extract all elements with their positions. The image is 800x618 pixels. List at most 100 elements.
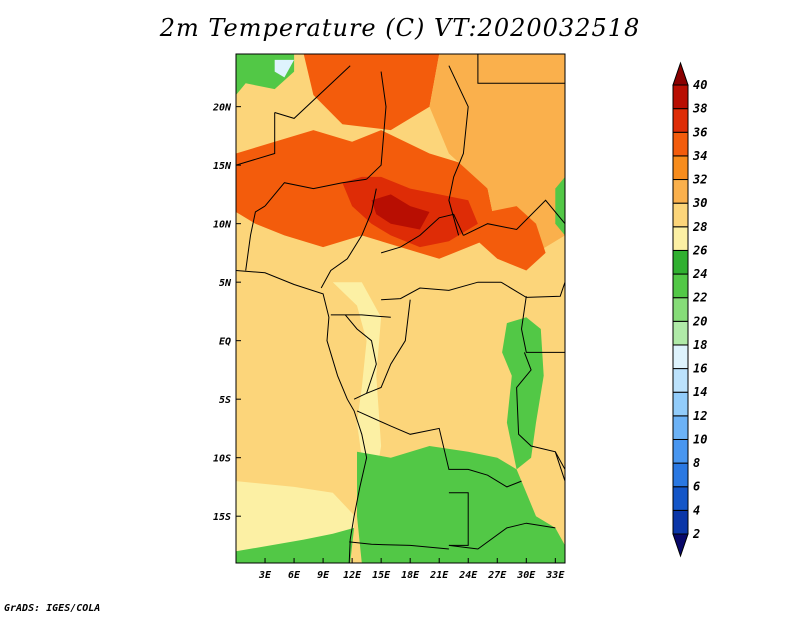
map-frame <box>235 53 566 564</box>
colorbar-box <box>672 131 689 157</box>
colorbar-max-arrow <box>672 61 689 86</box>
y-tick-label: 10N <box>213 220 232 231</box>
colorbar-box <box>672 368 689 393</box>
temp-region-core-max <box>371 194 430 230</box>
border-cameroon-south <box>330 314 391 318</box>
x-tick-label: 3E <box>258 570 272 581</box>
colorbar-label: 6 <box>693 480 700 494</box>
x-tick-label: 27E <box>487 570 507 581</box>
colorbar-box <box>672 108 689 133</box>
chart-title: 2m Temperature (C) VT:2020032518 <box>159 14 641 42</box>
colorbar-box <box>672 249 689 275</box>
colorbar-label: 8 <box>693 456 700 470</box>
colorbar-label: 34 <box>692 149 707 163</box>
x-tick-label: 6E <box>288 570 301 581</box>
x-tick-label: 21E <box>429 570 449 581</box>
credit-text: GrADS: IGES/COLA <box>4 603 101 614</box>
x-tick-label: 15E <box>372 570 391 581</box>
temp-region-southern-plateau <box>357 446 565 563</box>
colorbar-label: 38 <box>692 102 707 116</box>
colorbar-box <box>672 344 689 370</box>
chart-svg: 3E 6E 9E 12E 15E 18E 21E 24E 27E 30E 33E 20N 15N 10N… <box>212 53 707 581</box>
coastline-west <box>236 270 368 563</box>
temp-region-congo-basin <box>381 293 512 423</box>
y-axis: 20N 15N 10N 5N EQ 5S 10S 15S <box>212 103 241 523</box>
y-tick-label: 20N <box>212 103 232 114</box>
border-mali-niger <box>236 112 276 166</box>
border-chad-west <box>366 71 387 180</box>
border-algeria-niger <box>274 65 351 119</box>
colorbar-box <box>672 155 689 181</box>
colorbar-box <box>672 438 689 464</box>
border-nigeria-cameroon <box>320 188 377 289</box>
country-borders <box>236 54 565 563</box>
colorbar-box <box>672 179 689 204</box>
colorbar-box <box>672 486 689 511</box>
colorbar-label: 24 <box>692 267 707 281</box>
x-tick-label: 24E <box>458 570 478 581</box>
map-plot-area <box>236 54 565 563</box>
colorbar-label: 14 <box>693 385 707 399</box>
x-axis: 3E 6E 9E 12E 15E 18E 21E 24E 27E 30E 33E <box>258 558 565 581</box>
border-sudan-southsudan <box>463 199 565 236</box>
temp-region-east-coast-warm <box>531 446 565 517</box>
colorbar-label: 10 <box>693 432 707 446</box>
colorbar-min-arrow <box>672 533 689 558</box>
colorbar-box <box>672 297 689 322</box>
colorbar-box <box>672 202 689 228</box>
border-niger-nigeria <box>264 178 367 207</box>
border-namibia <box>349 541 449 550</box>
colorbar-label: 30 <box>692 196 707 210</box>
colorbar-box <box>672 462 689 488</box>
colorbar-label: 26 <box>692 243 707 257</box>
border-zambia-south <box>448 522 556 550</box>
colorbar-label: 32 <box>692 173 707 187</box>
y-tick-label: EQ <box>219 337 231 348</box>
border-drc-angola <box>356 410 522 488</box>
colorbar-box <box>672 509 689 535</box>
colorbar-box <box>672 415 689 440</box>
colorbar-box <box>672 84 689 110</box>
border-car-south <box>381 281 502 301</box>
colorbar-label: 20 <box>692 314 707 328</box>
x-tick-label: 12E <box>343 570 362 581</box>
border-congo-drc <box>366 299 411 394</box>
colorbar-box <box>672 320 689 346</box>
colorbar-label: 28 <box>692 220 707 234</box>
temp-region-sahara-north <box>303 54 440 131</box>
border-gabon-congo <box>344 314 377 400</box>
y-tick-label: 15S <box>213 512 231 523</box>
colorbar-label: 40 <box>693 78 707 92</box>
x-tick-label: 18E <box>401 570 420 581</box>
colorbar-label: 4 <box>693 503 700 517</box>
border-chad-sudan <box>448 65 469 236</box>
colorbar-label: 12 <box>693 409 707 423</box>
y-tick-label: 5N <box>219 278 232 289</box>
colorbar-label: 18 <box>693 338 707 352</box>
border-libya-egypt <box>477 54 565 84</box>
temp-region-coastal-cool-sw <box>236 527 355 563</box>
x-tick-label: 9E <box>317 570 330 581</box>
colorbar-box <box>672 226 689 251</box>
x-tick-label: 30E <box>516 570 536 581</box>
border-benin-togo <box>245 205 266 271</box>
colorbar-label: 16 <box>693 362 707 376</box>
temp-region-northeast-moderate <box>429 54 565 259</box>
border-southsudan <box>500 281 565 298</box>
x-tick-label: 33E <box>545 570 565 581</box>
colorbar-label: 2 <box>692 527 700 541</box>
temp-region-east-sudan-hot <box>477 206 546 271</box>
temp-region-nw-corner-cool <box>274 59 295 78</box>
colorbar-box <box>672 273 689 299</box>
border-malawi <box>554 451 565 474</box>
colorbar-label: 36 <box>692 125 707 139</box>
border-angola-zambia <box>448 492 469 546</box>
temp-region-interior-28-west <box>332 282 382 505</box>
y-tick-label: 10S <box>213 454 231 465</box>
temperature-field <box>236 54 565 563</box>
temp-region-great-lakes-green <box>502 317 544 470</box>
y-tick-label: 5S <box>219 395 231 406</box>
colorbar-label: 22 <box>692 291 707 305</box>
border-car-north <box>380 213 464 254</box>
